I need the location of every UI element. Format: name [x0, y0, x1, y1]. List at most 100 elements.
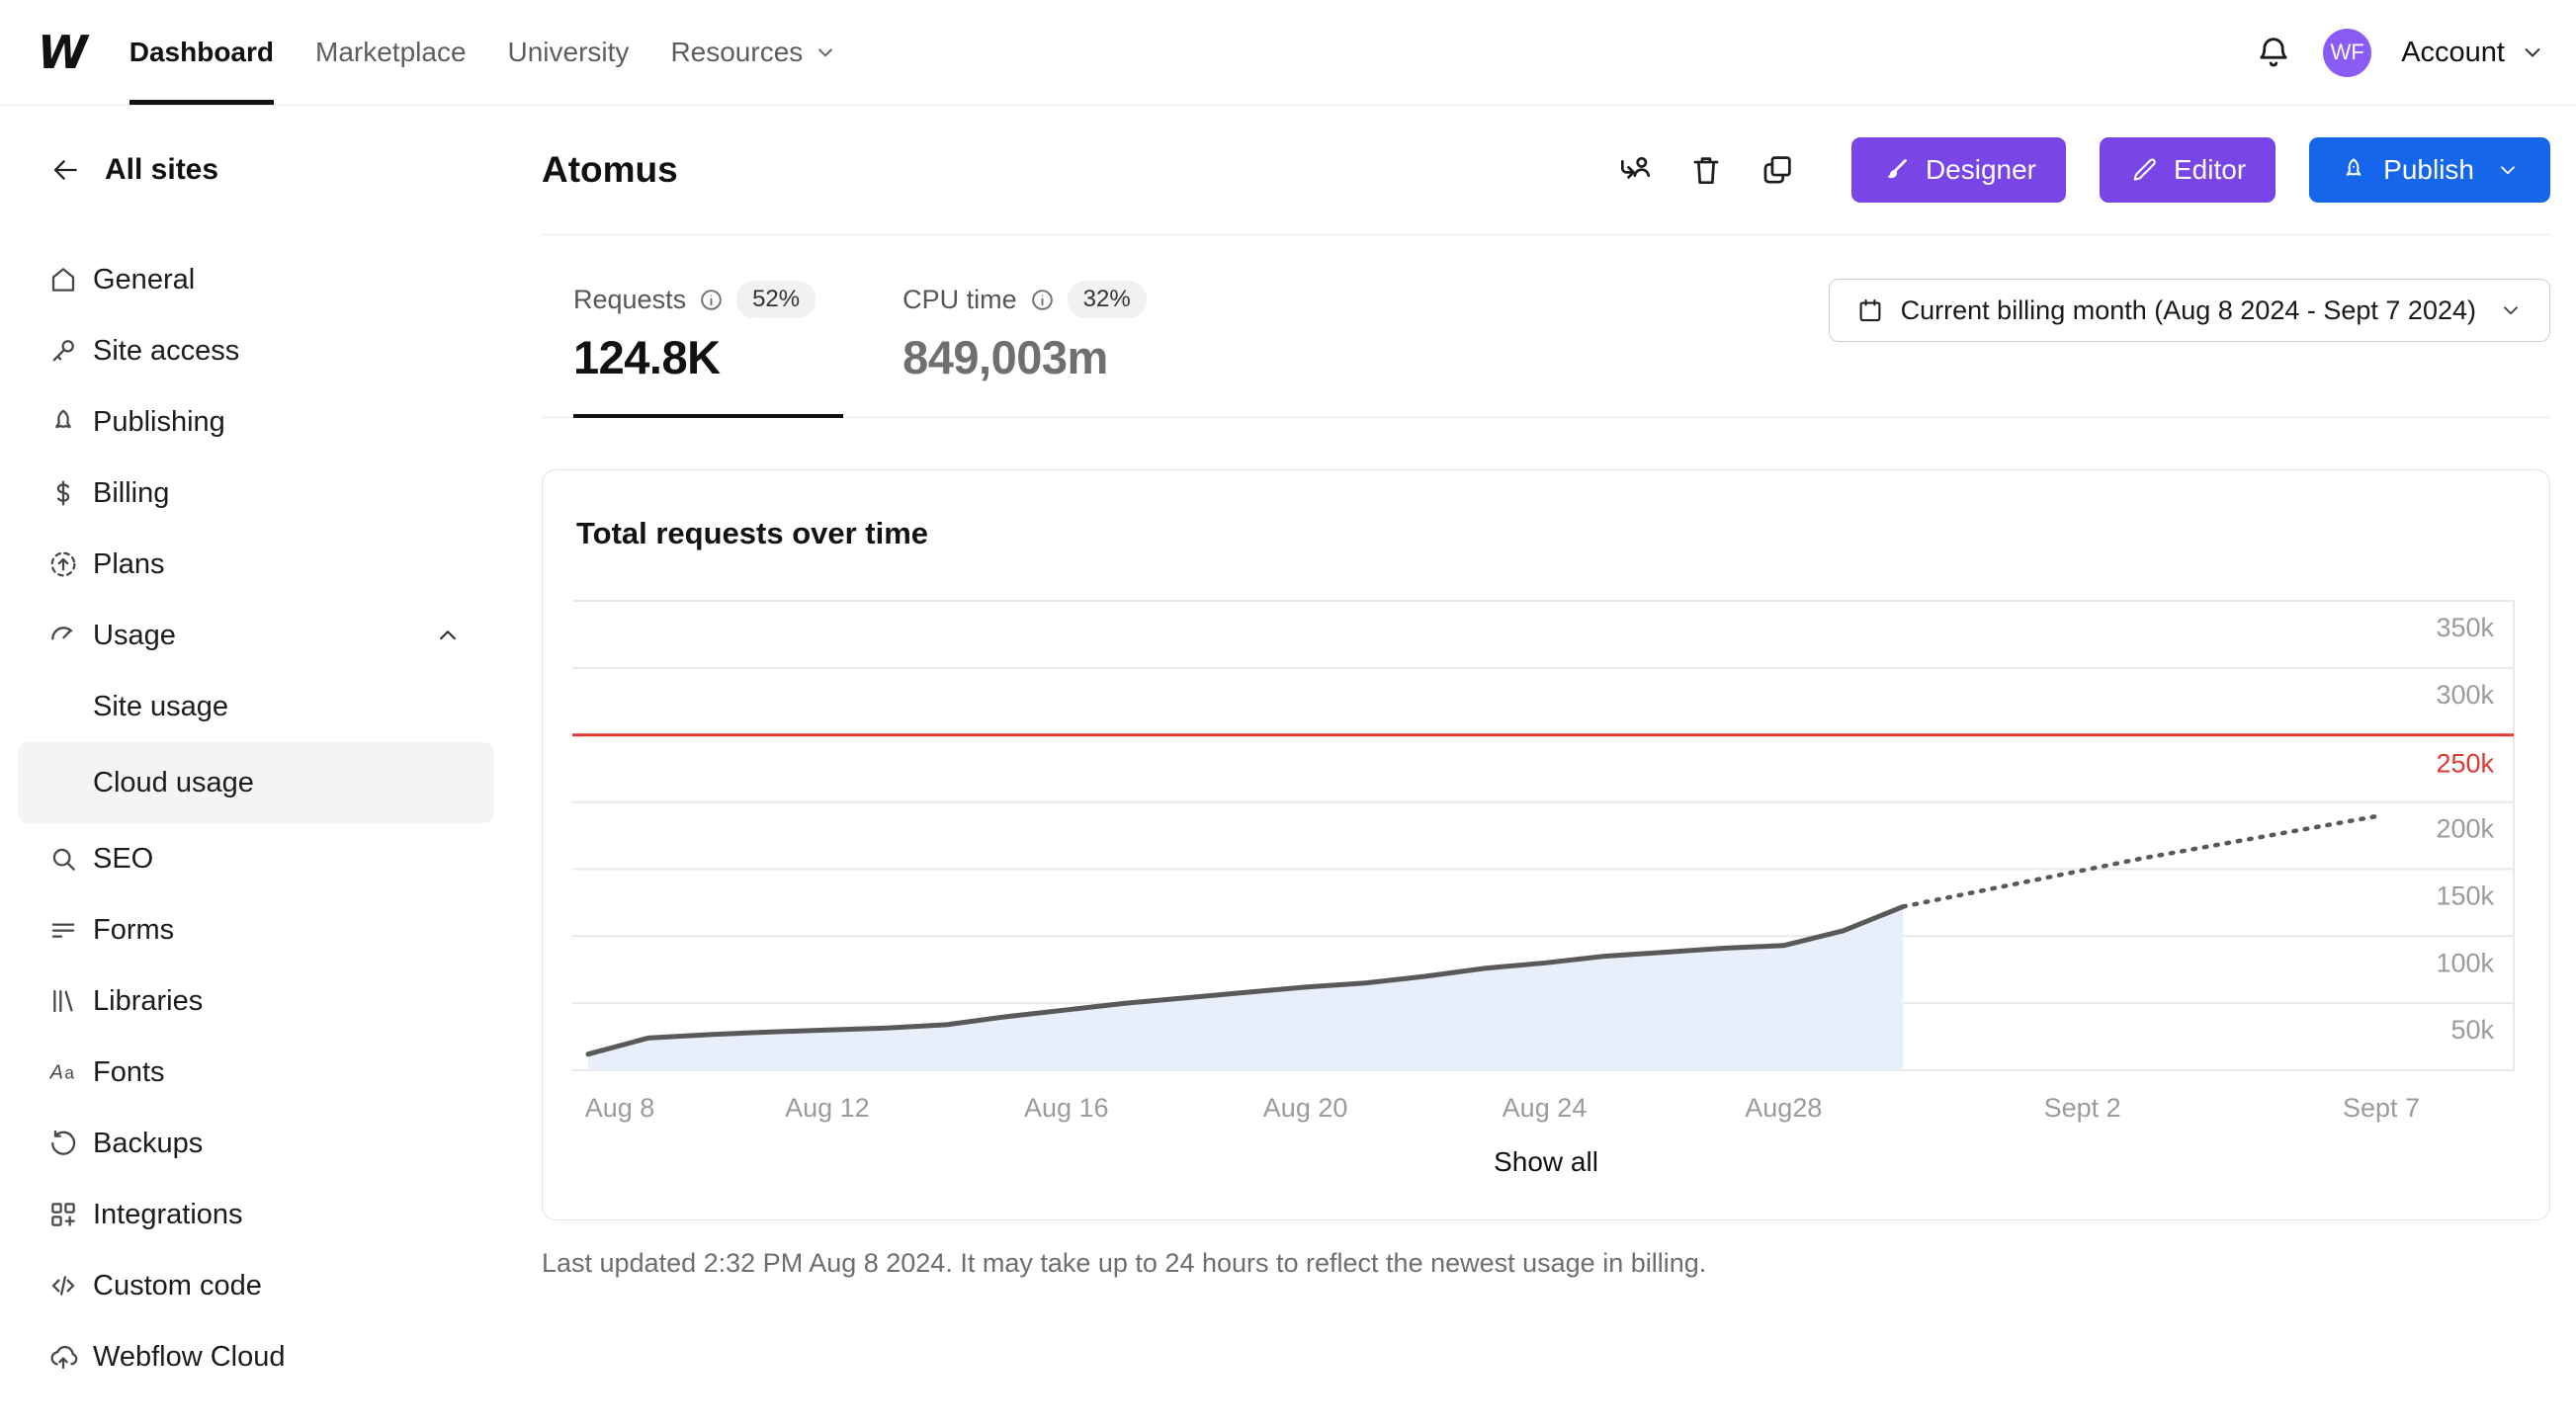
- y-tick-label: 100k: [2436, 948, 2494, 977]
- top-nav-right: WF Account: [2254, 0, 2546, 105]
- y-tick-label: 200k: [2436, 814, 2494, 844]
- dollar-icon: [47, 477, 79, 509]
- gauge-icon: [47, 620, 79, 651]
- actual-line: [585, 903, 1906, 1057]
- webflow-logo[interactable]: W: [38, 26, 88, 79]
- sidebar-item-usage[interactable]: Usage: [18, 600, 494, 671]
- x-tick-label: Sept 7: [2343, 1093, 2420, 1123]
- tab-requests[interactable]: Requests 52% 124.8K: [573, 281, 844, 418]
- header-actions: Designer Editor Publish: [1616, 137, 2550, 203]
- publish-button[interactable]: Publish: [2309, 137, 2550, 203]
- info-icon[interactable]: [698, 287, 725, 313]
- requests-percent-badge: 52%: [736, 281, 816, 318]
- editor-button[interactable]: Editor: [2100, 137, 2276, 203]
- info-icon[interactable]: [1029, 287, 1056, 313]
- back-arrow-icon: [49, 154, 81, 186]
- x-tick-label: Aug 16: [1024, 1093, 1109, 1123]
- top-nav: W Dashboard Marketplace University Resou…: [0, 0, 2576, 106]
- account-menu[interactable]: Account: [2401, 37, 2546, 69]
- back-to-all-sites[interactable]: All sites: [0, 135, 524, 205]
- home-icon: [47, 264, 79, 295]
- usage-metric-tabs: Requests 52% 124.8K CPU time 32% 849,: [542, 281, 2550, 418]
- limit-label: 250k: [2436, 749, 2494, 779]
- y-tick-label: 350k: [2436, 613, 2494, 642]
- usage-stats: Requests 52% 124.8K CPU time 32% 849,: [542, 235, 2550, 418]
- x-tick-label: Aug 8: [585, 1093, 655, 1123]
- avatar[interactable]: WF: [2323, 28, 2372, 77]
- delete-trash-icon[interactable]: [1687, 151, 1725, 189]
- paintbrush-icon: [1881, 155, 1911, 185]
- sidebar-item-backups[interactable]: Backups: [18, 1108, 494, 1179]
- upgrade-icon: [47, 548, 79, 580]
- transfer-site-icon[interactable]: [1616, 151, 1654, 189]
- key-icon: [47, 335, 79, 367]
- chevron-down-icon: [2495, 157, 2521, 183]
- requests-chart-card: Total requests over time 350k 300k 200k 150…: [542, 469, 2550, 1220]
- rocket-icon: [2339, 155, 2368, 185]
- last-updated-note: Last updated 2:32 PM Aug 8 2024. It may …: [542, 1248, 1707, 1278]
- x-tick-label: Aug 12: [785, 1093, 870, 1123]
- requests-label: Requests: [573, 284, 687, 314]
- nav-item-resources[interactable]: Resources: [670, 0, 838, 105]
- x-tick-label: Aug 24: [1503, 1093, 1588, 1123]
- billing-period-dropdown[interactable]: Current billing month (Aug 8 2024 - Sept…: [1828, 279, 2550, 342]
- notifications-bell-icon[interactable]: [2254, 33, 2293, 72]
- tab-cpu-time[interactable]: CPU time 32% 849,003m: [902, 281, 1174, 418]
- cpu-time-label: CPU time: [902, 284, 1017, 314]
- chevron-down-icon: [2498, 297, 2524, 323]
- chevron-down-icon: [813, 40, 838, 65]
- x-tick-label: Aug28: [1745, 1093, 1822, 1123]
- svg-text:a: a: [64, 1063, 74, 1083]
- x-tick-label: Aug 20: [1263, 1093, 1348, 1123]
- sidebar-item-forms[interactable]: Forms: [18, 894, 494, 965]
- restore-icon: [47, 1128, 79, 1159]
- chevron-up-icon: [433, 621, 463, 650]
- sidebar-item-custom-code[interactable]: Custom code: [18, 1250, 494, 1321]
- cloud-upload-icon: [47, 1341, 79, 1373]
- integrations-icon: [47, 1199, 79, 1230]
- sidebar-item-site-usage[interactable]: Site usage: [93, 690, 229, 722]
- duplicate-copy-icon[interactable]: [1759, 151, 1796, 189]
- sidebar-item-seo[interactable]: SEO: [18, 823, 494, 894]
- page-header: Atomus Designer Editor: [542, 106, 2550, 235]
- sidebar-list: General Site access Publishing Billing: [0, 244, 524, 1392]
- nav-item-marketplace[interactable]: Marketplace: [315, 37, 467, 67]
- sidebar-item-cloud-usage[interactable]: Cloud usage: [18, 742, 494, 823]
- x-tick-label: Sept 2: [2044, 1093, 2121, 1123]
- settings-sidebar: All sites General Site access Publishing: [0, 106, 524, 1427]
- svg-text:A: A: [49, 1062, 63, 1084]
- main-content: Atomus Designer Editor: [524, 106, 2576, 1427]
- projection-line: [1901, 812, 2384, 909]
- sidebar-item-publishing[interactable]: Publishing: [18, 386, 494, 458]
- chart-title: Total requests over time: [576, 516, 929, 550]
- account-label: Account: [2401, 36, 2505, 68]
- sidebar-item-site-access[interactable]: Site access: [18, 315, 494, 386]
- y-tick-label: 150k: [2436, 881, 2494, 910]
- sidebar-item-general[interactable]: General: [18, 244, 494, 315]
- designer-button[interactable]: Designer: [1850, 137, 2066, 203]
- search-icon: [47, 843, 79, 875]
- cpu-percent-badge: 32%: [1067, 281, 1147, 318]
- show-all-button[interactable]: Show all: [1494, 1146, 1598, 1177]
- rocket-icon: [47, 406, 79, 438]
- cpu-time-value: 849,003m: [902, 331, 1108, 383]
- code-icon: [47, 1270, 79, 1301]
- all-sites-label: All sites: [105, 153, 219, 186]
- chevron-down-icon: [2519, 39, 2546, 66]
- sidebar-item-plans[interactable]: Plans: [18, 529, 494, 600]
- requests-value: 124.8K: [573, 331, 721, 383]
- nav-item-dashboard[interactable]: Dashboard: [129, 0, 274, 105]
- pencil-icon: [2129, 155, 2159, 185]
- forms-icon: [47, 914, 79, 946]
- libraries-icon: [47, 985, 79, 1017]
- total-requests-chart: 350k 300k 200k 150k 100k 50k 250k Aug 8 Aug 12 Au…: [572, 600, 2515, 1123]
- sidebar-item-libraries[interactable]: Libraries: [18, 965, 494, 1037]
- nav-item-university[interactable]: University: [507, 37, 630, 67]
- area-fill: [588, 906, 1904, 1070]
- sidebar-item-integrations[interactable]: Integrations: [18, 1179, 494, 1250]
- sidebar-item-webflow-cloud[interactable]: Webflow Cloud: [18, 1321, 494, 1392]
- site-title: Atomus: [542, 149, 678, 190]
- sidebar-item-billing[interactable]: Billing: [18, 458, 494, 529]
